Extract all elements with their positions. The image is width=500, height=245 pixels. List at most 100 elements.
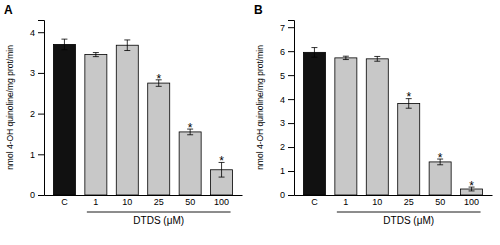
y-tick-mark — [288, 99, 294, 100]
x-tick: 25 — [404, 195, 414, 207]
significance-star: * — [406, 90, 411, 104]
x-axis: C 1 10 25 50 100 — [45, 195, 243, 207]
x-tick: 10 — [122, 195, 132, 207]
y-tick-label: 1 — [30, 150, 35, 160]
x-tick-label: 25 — [154, 197, 164, 207]
x-tick: C — [61, 195, 68, 207]
y-tick-label: 7 — [280, 23, 285, 33]
bar — [179, 132, 201, 195]
y-tick-mark — [288, 195, 294, 196]
y-tick: 0 — [30, 190, 44, 200]
significance-star: * — [219, 154, 224, 168]
y-tick-label: 4 — [280, 94, 285, 104]
significance-star: * — [156, 72, 161, 86]
x-tick-label: 1 — [93, 197, 98, 207]
panel: 0 1 2 3 4 5 6 7 C 1 10 25 50 100 * * * DTDS (μM) nmol 4-OH… — [254, 3, 493, 226]
y-tick-label: 5 — [280, 71, 285, 81]
bar — [429, 162, 451, 195]
error-bar — [311, 48, 317, 58]
error-bar — [343, 56, 349, 59]
y-axis: 0 1 2 3 4 — [30, 21, 45, 201]
significance-star: * — [438, 151, 443, 165]
y-tick: 3 — [30, 68, 44, 78]
x-tick: C — [311, 195, 318, 207]
y-tick-label: 3 — [280, 118, 285, 128]
x-tick: 1 — [343, 195, 348, 207]
x-tick-label: 50 — [185, 197, 195, 207]
figure: 01234C1102550100***DTDS (μM)nmol 4-OH qu… — [0, 0, 500, 245]
bar — [335, 58, 357, 195]
x-axis-label: DTDS (μM) — [383, 215, 434, 226]
y-tick-mark — [288, 147, 294, 148]
bar — [366, 59, 388, 195]
y-tick: 2 — [280, 142, 294, 152]
x-tick-label: C — [61, 197, 68, 207]
y-tick-mark — [288, 75, 294, 76]
y-axis-line — [288, 21, 295, 196]
x-tick: 100 — [214, 195, 229, 207]
y-tick-mark — [38, 73, 44, 74]
y-tick-mark — [38, 32, 44, 33]
bar — [398, 103, 420, 195]
y-tick-label: 6 — [280, 47, 285, 57]
x-tick: 1 — [93, 195, 98, 207]
y-tick-label: 3 — [30, 68, 35, 78]
y-tick-mark — [288, 51, 294, 52]
x-tick-label: 10 — [372, 197, 382, 207]
x-axis: C 1 10 25 50 100 — [295, 195, 493, 207]
y-axis-label: nmol 4-OH quinoline/mg prot/min — [255, 45, 265, 170]
panel-title: B — [254, 3, 263, 17]
x-axis-line — [295, 195, 493, 196]
error-bar — [124, 40, 130, 51]
x-tick-label: 25 — [404, 197, 414, 207]
y-tick-mark — [38, 154, 44, 155]
x-tick-label: 10 — [122, 197, 132, 207]
y-axis-label: nmol 4-OH quinoline/mg prot/min — [5, 45, 15, 170]
y-tick-label: 2 — [280, 142, 285, 152]
y-tick-label: 4 — [30, 28, 35, 38]
panel: 01234C1102550100***DTDS (μM)nmol 4-OH qu… — [4, 3, 243, 226]
y-tick-label: 2 — [30, 109, 35, 119]
x-axis-label: DTDS (μM) — [133, 215, 184, 226]
bar — [53, 44, 75, 195]
y-tick-mark — [288, 27, 294, 28]
y-tick: 6 — [280, 47, 294, 57]
x-tick-label: 50 — [435, 197, 445, 207]
bar — [116, 45, 138, 195]
error-bar — [374, 56, 380, 61]
bracket — [337, 212, 481, 213]
bracket — [87, 212, 231, 213]
y-tick: 2 — [30, 109, 44, 119]
bar — [303, 52, 325, 195]
error-bar — [61, 39, 67, 50]
y-tick-mark — [288, 123, 294, 124]
x-axis-line — [45, 195, 243, 196]
x-tick: 25 — [154, 195, 164, 207]
x-tick-label: 100 — [214, 197, 229, 207]
significance-star: * — [469, 179, 474, 193]
panel-title: A — [4, 3, 13, 17]
y-tick: 5 — [280, 71, 294, 81]
y-tick-label: 1 — [280, 166, 285, 176]
y-tick: 4 — [30, 28, 44, 38]
y-tick-mark — [288, 171, 294, 172]
y-axis-line — [38, 21, 45, 196]
y-tick: 1 — [280, 166, 294, 176]
y-axis: 0 1 2 3 4 5 6 7 — [280, 21, 295, 201]
y-tick: 1 — [30, 150, 44, 160]
y-tick: 0 — [280, 190, 294, 200]
plot-area — [303, 48, 482, 195]
x-tick: 100 — [464, 195, 479, 207]
y-tick-label: 0 — [30, 190, 35, 200]
x-tick-label: 100 — [464, 197, 479, 207]
y-tick: 3 — [280, 118, 294, 128]
y-tick: 7 — [280, 23, 294, 33]
y-tick-mark — [38, 195, 44, 196]
x-tick: 50 — [435, 195, 445, 207]
y-tick: 4 — [280, 94, 294, 104]
x-tick-label: C — [311, 197, 318, 207]
bar — [85, 55, 107, 195]
bar — [148, 83, 170, 195]
y-tick-label: 0 — [280, 190, 285, 200]
x-tick-label: 1 — [343, 197, 348, 207]
